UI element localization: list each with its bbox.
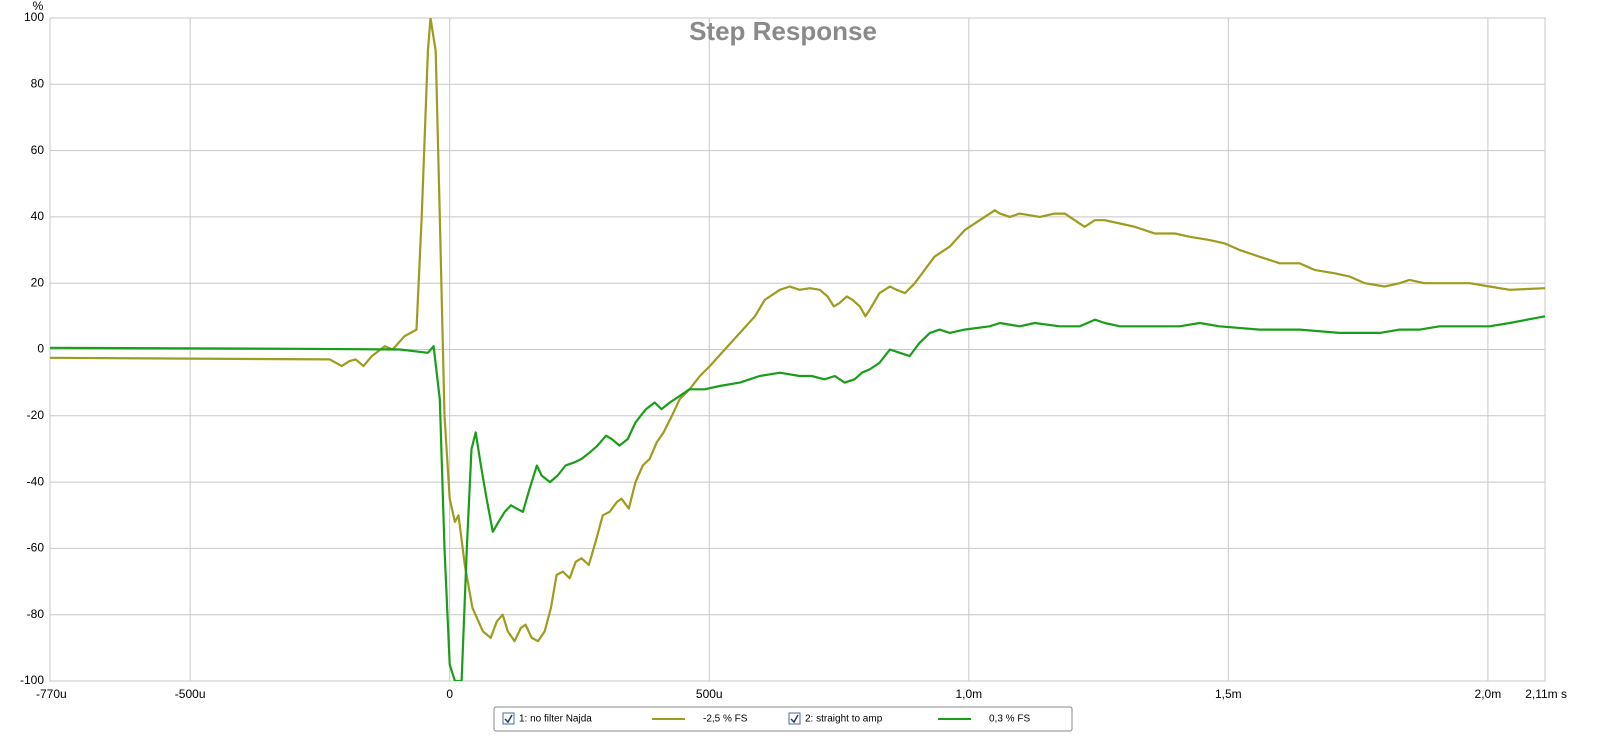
legend-checkbox[interactable]	[788, 712, 801, 725]
legend-label: 1: no filter Najda	[519, 714, 592, 725]
y-axis-label: %	[33, 0, 44, 13]
legend	[493, 706, 1073, 732]
x-tick-label: 0	[446, 687, 453, 701]
x-tick-label: 2,11m s	[1525, 687, 1567, 701]
x-tick-label: -770u	[36, 687, 67, 701]
y-tick-label: 0	[37, 342, 44, 356]
x-tick-label: 1,5m	[1215, 687, 1242, 701]
legend-level: 0,3 % FS	[989, 714, 1030, 725]
legend-check	[790, 714, 799, 724]
y-tick-label: 20	[31, 275, 45, 289]
y-tick-label: 100	[24, 10, 44, 24]
x-tick-label: 500u	[696, 687, 723, 701]
chart-title: Step Response	[689, 16, 877, 46]
x-tick-label: -500u	[175, 687, 206, 701]
y-tick-label: 80	[31, 76, 45, 90]
y-tick-label: 60	[31, 143, 45, 157]
y-tick-label: -40	[27, 474, 45, 488]
legend-level: -2,5 % FS	[703, 714, 748, 725]
legend-checkbox[interactable]	[502, 712, 515, 725]
legend-label: 2: straight to amp	[805, 714, 883, 725]
legend-check	[504, 714, 513, 724]
y-tick-label: -20	[27, 408, 45, 422]
y-tick-label: -80	[27, 607, 45, 621]
y-tick-label: 40	[31, 209, 45, 223]
x-tick-label: 2,0m	[1475, 687, 1502, 701]
series-line	[50, 18, 1545, 643]
series-line	[50, 315, 1545, 681]
x-tick-label: 1,0m	[955, 687, 982, 701]
y-tick-label: -100	[20, 673, 44, 687]
y-tick-label: -60	[27, 541, 45, 555]
